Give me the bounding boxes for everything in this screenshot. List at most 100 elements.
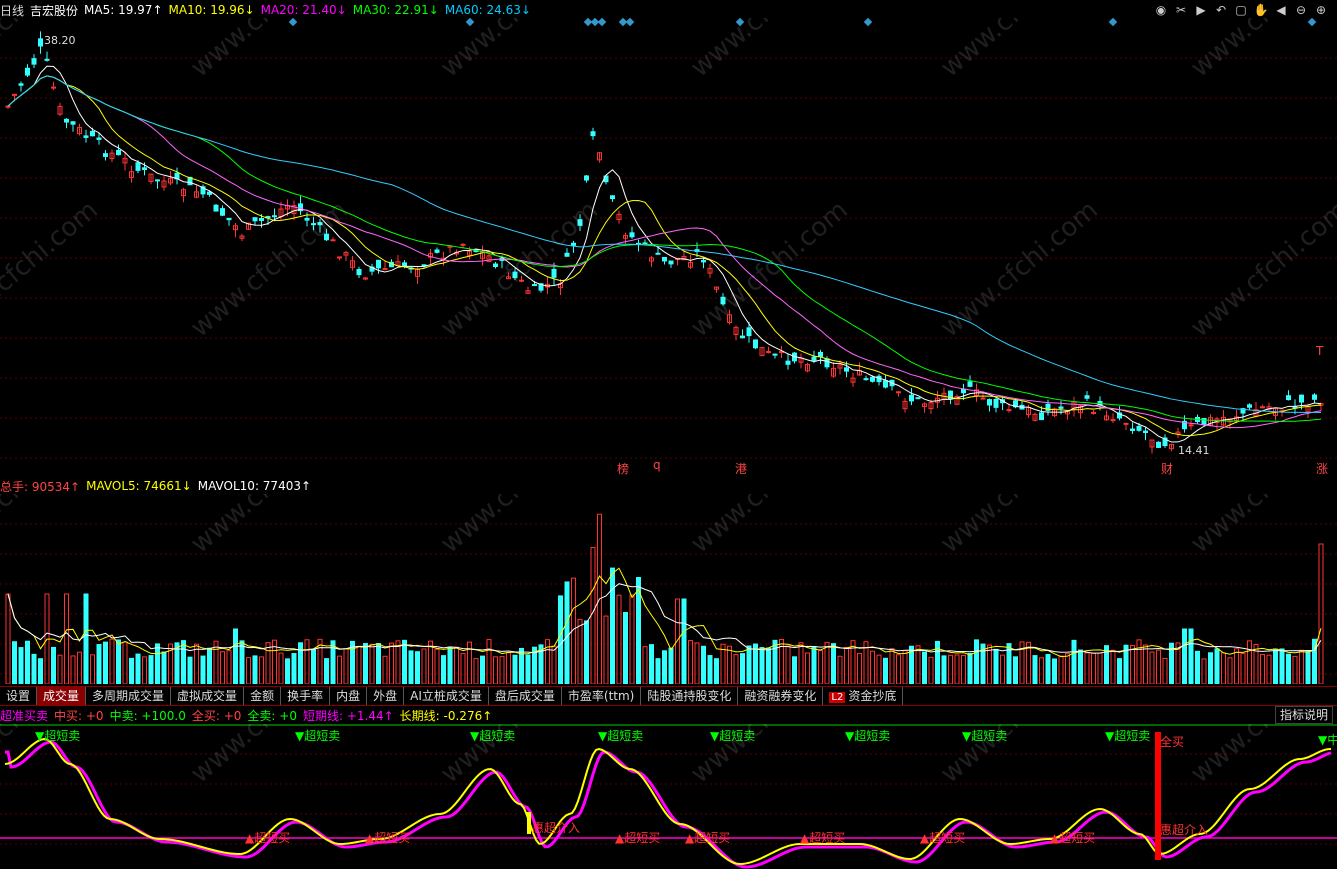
volume-bar [1078,649,1083,684]
candle-body [1000,399,1005,404]
short-line-value: 短期线: +1.44↑ [302,708,394,723]
candle-body [1084,395,1090,399]
volume-bar [902,650,908,684]
tab-margin[interactable]: 融资融券变化 [738,687,824,705]
volume-bar [714,658,719,684]
candle-body [116,149,121,156]
lock-icon[interactable]: ▢ [1235,3,1247,17]
volume-bar [415,651,420,684]
zoom-in-icon[interactable]: ⊕ [1315,3,1327,17]
event-marker-cai[interactable]: 财 [1161,462,1174,476]
tab-outer[interactable]: 外盘 [367,687,405,705]
candle-body [1162,437,1168,447]
tab-amount[interactable]: 金额 [244,687,282,705]
candle-body [265,216,271,219]
volume-bar [5,593,11,684]
mavol10-line [7,583,1322,654]
volume-bar [818,650,823,684]
candle-body [1149,439,1155,448]
undo-icon[interactable]: ↶ [1215,3,1227,17]
candle-body [551,268,557,278]
tools-icon[interactable]: ✂ [1175,3,1187,17]
candle-body [818,351,823,357]
candle-body [1286,395,1291,401]
tab-hk-connect[interactable]: 陆股通持股变化 [641,687,739,705]
candle-body [96,137,102,140]
ma60-label: MA60: 24.63↓ [444,3,531,17]
tab-volume[interactable]: 成交量 [37,687,87,705]
hand-icon[interactable]: ✋ [1253,3,1269,17]
tab-virtual-volume[interactable]: 虚拟成交量 [171,687,245,705]
candle-body [727,314,732,323]
period-label[interactable]: 日线 [0,3,25,18]
tab-after-hours-volume[interactable]: 盘后成交量 [489,687,562,705]
play-icon[interactable]: ▶ [1196,3,1206,17]
volume-bar [122,641,128,684]
event-marker-gang[interactable]: 港 [735,462,748,476]
volume-bar [954,654,960,684]
volume-bar [64,593,69,684]
candle-body [928,402,934,410]
candle-body [525,290,531,294]
candle-body [1143,430,1148,434]
tab-multi-period-volume[interactable]: 多周期成交量 [86,687,172,705]
tab-inner[interactable]: 内盘 [330,687,368,705]
candle-body [200,186,206,195]
candlestick-chart[interactable]: www.cfchi.com www.cfchi.com www.cfchi.com w… [0,18,1337,476]
volume-bar [1227,657,1233,684]
zoom-out-icon[interactable]: ⊖ [1295,3,1307,17]
candle-body [811,356,817,361]
tab-turnover[interactable]: 换手率 [281,687,331,705]
candle-body [5,105,11,108]
candle-body [655,252,661,255]
volume-chart[interactable]: www.cfchi.com www.cfchi.com www.cfchi.com w… [0,494,1337,684]
indicator-lines[interactable]: ▼超短卖 ▼超短卖 ▼超短卖 ▼超短卖 ▼超短卖 ▼超短卖 ▼超短卖 ▼超短卖 ▲超短买 ▲超短买… [0,724,1337,869]
candle-body [467,250,472,256]
volume-bar [434,648,440,684]
candle-body [38,38,43,47]
volume-bar [688,640,693,684]
eye-icon[interactable]: ◉ [1155,3,1167,17]
tab-bottom-fishing[interactable]: L2 资金抄底 [823,687,904,705]
candle-body [837,364,843,369]
candle-body [863,378,869,381]
volume-bar [1149,651,1155,684]
indicator-help-button[interactable]: 指标说明 [1274,706,1333,724]
volume-bar [889,648,895,684]
volume-bar [811,646,817,684]
volume-bar [324,658,329,684]
volume-bar [1084,652,1090,684]
tab-pe-ttm[interactable]: 市盈率(ttm) [562,687,642,705]
candle-body [252,217,258,222]
top-right-mark: T [1316,344,1324,358]
event-marker-bang[interactable]: 榜 [617,462,630,476]
candle-body [720,296,726,305]
candle-body [434,249,440,253]
volume-bar [428,640,433,684]
indicator-chart[interactable]: ▼超短卖 ▼超短卖 ▼超短卖 ▼超短卖 ▼超短卖 ▼超短卖 ▼超短卖 ▼超短卖 ▲超短买 ▲超短买… [0,724,1337,869]
volume-bar [824,641,830,684]
volume-bar [850,640,856,684]
event-marker-q[interactable]: q [653,458,661,472]
candle-body [590,131,596,137]
tab-settings[interactable]: 设置 [0,687,38,705]
candle-body [155,179,160,182]
volume-bar [1006,643,1012,684]
back-icon[interactable]: ◀ [1276,3,1286,17]
tab-ai-volume[interactable]: AI立桩成交量 [404,687,489,705]
price-chart[interactable]: www.cfchi.com www.cfchi.com www.cfchi.com w… [0,18,1337,476]
ma5-label: MA5: 19.97↑ [84,3,163,17]
volume-bars[interactable]: www.cfchi.com www.cfchi.com www.cfchi.com w… [0,494,1337,684]
signal-diamond [465,18,475,27]
candle-body [967,381,973,387]
volume-bar [863,641,869,684]
indicator-name[interactable]: 超准买卖 [0,708,49,723]
volume-bar [512,654,518,684]
volume-bar [148,655,154,684]
volume-bar [1091,652,1096,684]
candle-body [642,242,648,245]
volume-bar [610,567,615,684]
candle-body [1110,419,1116,422]
volume-bar [1162,657,1168,684]
event-marker-zhang[interactable]: 涨 [1316,462,1329,476]
